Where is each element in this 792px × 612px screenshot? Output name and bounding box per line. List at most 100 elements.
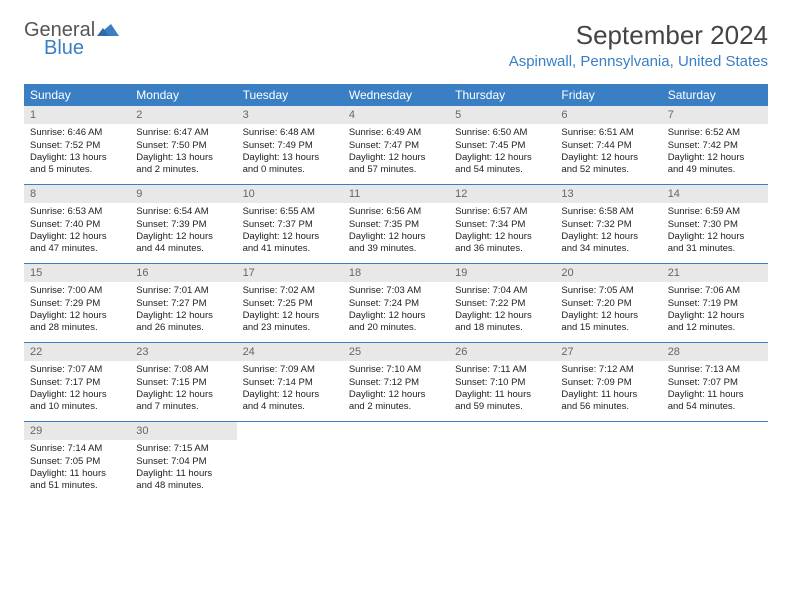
daylight-line-1: Daylight: 12 hours xyxy=(243,310,337,322)
day-cell: 5Sunrise: 6:50 AMSunset: 7:45 PMDaylight… xyxy=(449,106,555,184)
brand-logo: General Blue xyxy=(24,20,119,58)
day-number: 23 xyxy=(130,343,236,361)
day-body: Sunrise: 7:07 AMSunset: 7:17 PMDaylight:… xyxy=(24,361,130,419)
day-number: 25 xyxy=(343,343,449,361)
day-headers-row: SundayMondayTuesdayWednesdayThursdayFrid… xyxy=(24,84,768,106)
day-body: Sunrise: 7:08 AMSunset: 7:15 PMDaylight:… xyxy=(130,361,236,419)
daylight-line-2: and 54 minutes. xyxy=(668,401,762,413)
day-body: Sunrise: 7:14 AMSunset: 7:05 PMDaylight:… xyxy=(24,440,130,498)
daylight-line-2: and 54 minutes. xyxy=(455,164,549,176)
sunset-line: Sunset: 7:14 PM xyxy=(243,377,337,389)
sunrise-line: Sunrise: 6:53 AM xyxy=(30,206,124,218)
daylight-line-2: and 51 minutes. xyxy=(30,480,124,492)
sunrise-line: Sunrise: 7:04 AM xyxy=(455,285,549,297)
sunrise-line: Sunrise: 7:06 AM xyxy=(668,285,762,297)
day-cell: 28Sunrise: 7:13 AMSunset: 7:07 PMDayligh… xyxy=(662,343,768,421)
day-number: 2 xyxy=(130,106,236,124)
day-number: 10 xyxy=(237,185,343,203)
sunrise-line: Sunrise: 6:47 AM xyxy=(136,127,230,139)
day-body: Sunrise: 6:46 AMSunset: 7:52 PMDaylight:… xyxy=(24,124,130,182)
daylight-line-1: Daylight: 12 hours xyxy=(668,310,762,322)
day-body: Sunrise: 7:09 AMSunset: 7:14 PMDaylight:… xyxy=(237,361,343,419)
day-cell: 20Sunrise: 7:05 AMSunset: 7:20 PMDayligh… xyxy=(555,264,661,342)
day-body: Sunrise: 6:58 AMSunset: 7:32 PMDaylight:… xyxy=(555,203,661,261)
sunrise-line: Sunrise: 7:02 AM xyxy=(243,285,337,297)
sunrise-line: Sunrise: 7:01 AM xyxy=(136,285,230,297)
sunset-line: Sunset: 7:24 PM xyxy=(349,298,443,310)
day-number: 5 xyxy=(449,106,555,124)
daylight-line-1: Daylight: 13 hours xyxy=(243,152,337,164)
day-body: Sunrise: 6:59 AMSunset: 7:30 PMDaylight:… xyxy=(662,203,768,261)
day-body: Sunrise: 7:06 AMSunset: 7:19 PMDaylight:… xyxy=(662,282,768,340)
sunset-line: Sunset: 7:45 PM xyxy=(455,140,549,152)
day-cell: 1Sunrise: 6:46 AMSunset: 7:52 PMDaylight… xyxy=(24,106,130,184)
day-header: Tuesday xyxy=(237,84,343,106)
day-number: 1 xyxy=(24,106,130,124)
sunset-line: Sunset: 7:17 PM xyxy=(30,377,124,389)
day-body: Sunrise: 6:56 AMSunset: 7:35 PMDaylight:… xyxy=(343,203,449,261)
sunrise-line: Sunrise: 6:59 AM xyxy=(668,206,762,218)
daylight-line-1: Daylight: 12 hours xyxy=(136,231,230,243)
day-number: 3 xyxy=(237,106,343,124)
calendar-weeks: 1Sunrise: 6:46 AMSunset: 7:52 PMDaylight… xyxy=(24,106,768,500)
day-number: 18 xyxy=(343,264,449,282)
day-number: 26 xyxy=(449,343,555,361)
daylight-line-1: Daylight: 12 hours xyxy=(455,231,549,243)
sunrise-line: Sunrise: 7:05 AM xyxy=(561,285,655,297)
daylight-line-2: and 52 minutes. xyxy=(561,164,655,176)
day-cell: 18Sunrise: 7:03 AMSunset: 7:24 PMDayligh… xyxy=(343,264,449,342)
day-header: Saturday xyxy=(662,84,768,106)
sunrise-line: Sunrise: 6:57 AM xyxy=(455,206,549,218)
sunrise-line: Sunrise: 6:48 AM xyxy=(243,127,337,139)
calendar-week: 8 Sunrise: 6:53 AMSunset: 7:40 PM Daylight… xyxy=(24,185,768,264)
daylight-line-2: and 12 minutes. xyxy=(668,322,762,334)
day-body: Sunrise: 7:13 AMSunset: 7:07 PMDaylight:… xyxy=(662,361,768,419)
day-number: 4 xyxy=(343,106,449,124)
day-number: 8 xyxy=(24,185,130,203)
day-number: 24 xyxy=(237,343,343,361)
sunset-line: Sunset: 7:34 PM xyxy=(455,219,549,231)
daylight-line-1: Daylight: 11 hours xyxy=(136,468,230,480)
day-cell: 11Sunrise: 6:56 AMSunset: 7:35 PMDayligh… xyxy=(343,185,449,263)
day-number: 27 xyxy=(555,343,661,361)
day-cell: 21Sunrise: 7:06 AMSunset: 7:19 PMDayligh… xyxy=(662,264,768,342)
day-body: Sunrise: 6:49 AMSunset: 7:47 PMDaylight:… xyxy=(343,124,449,182)
daylight-line-1: Daylight: 12 hours xyxy=(349,152,443,164)
calendar-week: 29Sunrise: 7:14 AMSunset: 7:05 PMDayligh… xyxy=(24,422,768,500)
daylight-line-2: and 2 minutes. xyxy=(349,401,443,413)
day-body: Sunrise: 7:04 AMSunset: 7:22 PMDaylight:… xyxy=(449,282,555,340)
title-block: September 2024 Aspinwall, Pennsylvania, … xyxy=(509,20,768,70)
day-header: Wednesday xyxy=(343,84,449,106)
header: General Blue September 2024 Aspinwall, P… xyxy=(24,20,768,70)
sunset-line: Sunset: 7:37 PM xyxy=(243,219,337,231)
day-body: Sunrise: 6:55 AMSunset: 7:37 PMDaylight:… xyxy=(237,203,343,261)
sunset-line: Sunset: 7:15 PM xyxy=(136,377,230,389)
month-title: September 2024 xyxy=(509,20,768,51)
sunset-line: Sunset: 7:27 PM xyxy=(136,298,230,310)
day-cell: 17Sunrise: 7:02 AMSunset: 7:25 PMDayligh… xyxy=(237,264,343,342)
day-cell xyxy=(555,422,661,500)
daylight-line-2: and 7 minutes. xyxy=(136,401,230,413)
daylight-line-1: Daylight: 12 hours xyxy=(243,389,337,401)
day-body: Sunrise: 6:52 AMSunset: 7:42 PMDaylight:… xyxy=(662,124,768,182)
sunrise-line: Sunrise: 6:58 AM xyxy=(561,206,655,218)
calendar-week: 1Sunrise: 6:46 AMSunset: 7:52 PMDaylight… xyxy=(24,106,768,185)
sunset-line: Sunset: 7:29 PM xyxy=(30,298,124,310)
sunset-line: Sunset: 7:22 PM xyxy=(455,298,549,310)
daylight-line-1: Daylight: 13 hours xyxy=(30,152,124,164)
day-cell: 4Sunrise: 6:49 AMSunset: 7:47 PMDaylight… xyxy=(343,106,449,184)
day-body: Sunrise: 6:50 AMSunset: 7:45 PMDaylight:… xyxy=(449,124,555,182)
day-number: 9 xyxy=(130,185,236,203)
sunset-line: Sunset: 7:49 PM xyxy=(243,140,337,152)
day-cell: 23Sunrise: 7:08 AMSunset: 7:15 PMDayligh… xyxy=(130,343,236,421)
sunset-line: Sunset: 7:42 PM xyxy=(668,140,762,152)
day-cell: 6Sunrise: 6:51 AMSunset: 7:44 PMDaylight… xyxy=(555,106,661,184)
day-number: 22 xyxy=(24,343,130,361)
day-body: Sunrise: 6:47 AMSunset: 7:50 PMDaylight:… xyxy=(130,124,236,182)
sunset-line: Sunset: 7:50 PM xyxy=(136,140,230,152)
day-body: Sunrise: 7:03 AMSunset: 7:24 PMDaylight:… xyxy=(343,282,449,340)
daylight-line-2: and 56 minutes. xyxy=(561,401,655,413)
daylight-line-2: and 23 minutes. xyxy=(243,322,337,334)
sunset-line: Sunset: 7:44 PM xyxy=(561,140,655,152)
sunset-line: Sunset: 7:40 PM xyxy=(30,219,124,231)
